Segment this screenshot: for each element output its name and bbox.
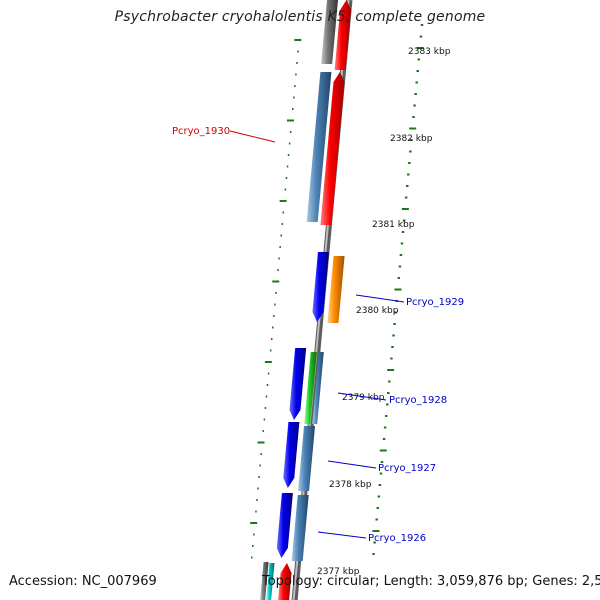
gene-label-pcryo-1928[interactable]: Pcryo_1928	[389, 395, 447, 406]
gene-label-pcryo-1926[interactable]: Pcryo_1926	[368, 533, 426, 544]
gene-gray-top[interactable]	[321, 0, 338, 64]
scale-labels: 2383 kbp 2382 kbp 2381 kbp 2380 kbp 2379 kbp…	[317, 47, 451, 577]
gene-label-pcryo-1927[interactable]: Pcryo_1927	[378, 463, 436, 474]
scale-label-2379: 2379 kbp	[342, 393, 385, 403]
gene-blue-1927[interactable]	[283, 422, 300, 488]
topology-text: Topology: circular; Length: 3,059,876 bp…	[262, 574, 600, 589]
gene-label-pcryo-1930[interactable]: Pcryo_1930	[172, 126, 230, 137]
gene-label-pcryo-1929[interactable]: Pcryo_1929	[406, 297, 464, 308]
gene-red-top[interactable]	[334, 0, 352, 70]
leader-line	[317, 531, 367, 539]
gene-blue-1929[interactable]	[312, 252, 329, 322]
gene-pcryo-1928[interactable]	[312, 352, 324, 424]
gene-blue-1926[interactable]	[276, 493, 293, 558]
inner-tick-ring	[372, 24, 424, 555]
scale-label-2377: 2377 kbp	[317, 567, 360, 577]
scale-label-2382: 2382 kbp	[390, 134, 433, 144]
leader-line	[337, 392, 387, 401]
gene-red-bottom[interactable]	[278, 563, 292, 600]
gene-green-1928[interactable]	[304, 352, 317, 424]
gene-blue-1928[interactable]	[289, 348, 307, 420]
leader-line	[355, 294, 405, 303]
gene-red-mid[interactable]	[320, 72, 345, 225]
gene-track	[260, 0, 352, 600]
gene-labels: Pcryo_1930 Pcryo_1929 Pcryo_1928 Pcryo_1927…	[172, 126, 464, 544]
gene-gray-bottom[interactable]	[260, 562, 269, 600]
outer-tick-ring	[250, 39, 302, 559]
gene-pcryo-1929[interactable]	[327, 256, 345, 323]
gene-pcryo-1926[interactable]	[291, 495, 309, 561]
scale-label-2381: 2381 kbp	[372, 220, 415, 230]
gene-pcryo-1927[interactable]	[298, 426, 316, 491]
scale-label-2383: 2383 kbp	[408, 47, 451, 57]
map-title: Psychrobacter cryohalolentis K5, complet…	[114, 9, 486, 25]
accession-text: Accession: NC_007969	[9, 574, 157, 589]
scale-label-2378: 2378 kbp	[329, 480, 372, 490]
leader-line	[327, 460, 377, 469]
scale-label-2380: 2380 kbp	[356, 306, 399, 316]
gene-pcryo-1930[interactable]	[306, 72, 332, 222]
leader-line	[229, 130, 276, 143]
gene-cyan-bottom[interactable]	[266, 563, 275, 600]
